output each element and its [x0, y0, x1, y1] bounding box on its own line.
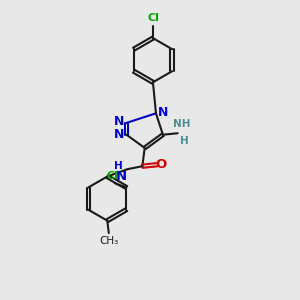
Text: N: N — [158, 106, 168, 118]
Text: H: H — [115, 161, 123, 171]
Text: N: N — [114, 128, 124, 141]
Text: N: N — [114, 115, 124, 128]
Text: H: H — [180, 136, 189, 146]
Text: NH: NH — [173, 119, 190, 129]
Text: Cl: Cl — [106, 171, 118, 181]
Text: CH₃: CH₃ — [99, 236, 119, 246]
Text: N: N — [116, 170, 127, 183]
Text: O: O — [156, 158, 167, 171]
Text: Cl: Cl — [147, 14, 159, 23]
